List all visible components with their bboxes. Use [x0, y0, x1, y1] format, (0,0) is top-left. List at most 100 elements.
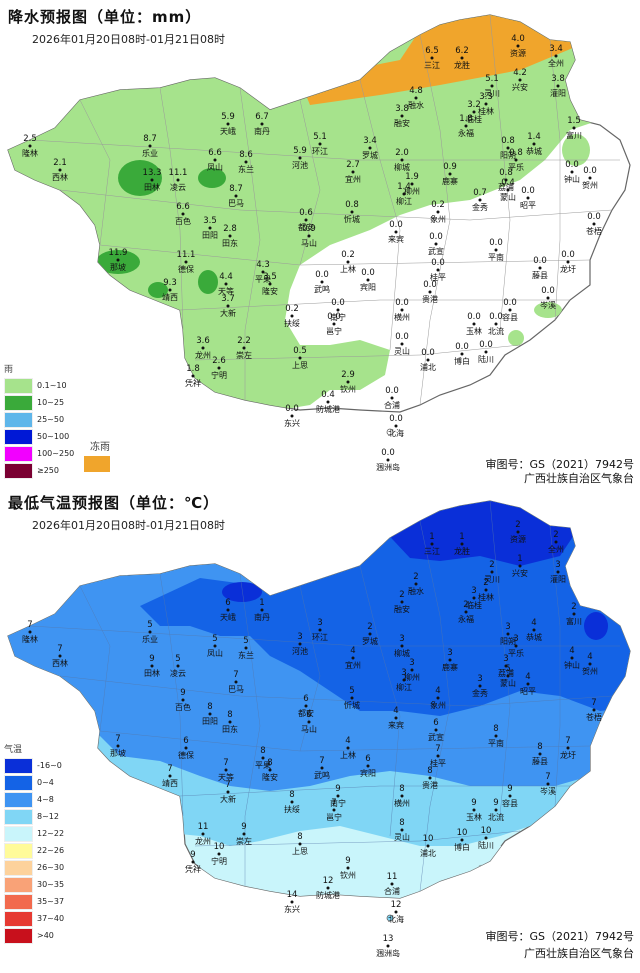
temp-station-value: 9 — [149, 654, 154, 664]
rain-station-name: 富川 — [566, 130, 582, 140]
temp-station: 2 永福 — [458, 600, 474, 624]
rain-station: 0.0 浦北 — [420, 348, 436, 372]
rain-station-name: 灌阳 — [550, 88, 566, 98]
temp-station-value: 2 — [489, 560, 494, 570]
rain-station-marker — [318, 142, 322, 146]
temp-station-value: 1 — [459, 532, 464, 542]
rain-station-name: 象州 — [430, 214, 446, 224]
temp-station-value: 8 — [537, 742, 542, 752]
temp-station: 6都安 — [298, 694, 314, 718]
temp-legend-item: 8~12 — [4, 808, 64, 825]
temp-station-marker — [526, 682, 530, 686]
rain-station-name: 忻城 — [344, 214, 360, 224]
temp-legend-item: >40 — [4, 927, 64, 944]
rain-legend-label: 100~250 — [37, 449, 75, 458]
temp-station: 4 宜州 — [345, 646, 361, 670]
temp-station-marker — [532, 628, 536, 632]
temp-station-name: 桂林 — [478, 592, 494, 602]
rain-station: 3.4 全州 — [548, 44, 564, 68]
rain-station-name: 百色 — [175, 216, 191, 226]
temp-station-value: 1 — [517, 554, 522, 564]
rain-station-name: 田阳 — [202, 231, 218, 240]
temp-station: 11 合浦 — [384, 872, 400, 896]
temp-station-marker — [490, 570, 494, 574]
rain-station: 3.3 桂林 — [478, 92, 494, 116]
temp-station-marker — [298, 842, 302, 846]
temp-station-marker — [226, 608, 230, 612]
temp-station: 2 桂林 — [478, 578, 494, 602]
temp-station: 13 涠洲岛 — [376, 934, 400, 958]
rain-station-name: 东兰 — [238, 164, 254, 174]
temp-station: 3 临桂 — [466, 586, 482, 610]
temp-station: 6 武宣 — [428, 718, 444, 742]
rain-station-name: 天等 — [218, 286, 234, 296]
temp-station-marker — [181, 698, 185, 702]
temp-station-marker — [213, 644, 217, 648]
temp-station-name: 博白 — [454, 842, 470, 852]
rain-station-name: 贵港 — [422, 294, 438, 304]
temp-station: 8 贵港 — [422, 766, 438, 790]
rain-station: 1.8 凭祥 — [185, 364, 201, 388]
temp-station-marker — [260, 608, 264, 612]
temp-station-name: 宾阳 — [360, 768, 376, 778]
temp-station-value: 3 — [471, 586, 476, 596]
rain-station-name: 蒙山 — [500, 192, 516, 202]
rain-station-name: 藤县 — [532, 270, 548, 280]
rain-station: 0.0南宁 — [330, 298, 346, 322]
rain-station-marker — [430, 56, 434, 60]
rain-legend-item: 25~50 — [4, 411, 74, 428]
temp-station: 3 环江 — [312, 618, 328, 642]
rain-station-name: 那坡 — [110, 262, 126, 272]
rain-station-name: 邕宁 — [326, 326, 342, 336]
temp-station-marker — [554, 540, 558, 544]
temp-station-marker — [394, 716, 398, 720]
temp-station-marker — [168, 774, 172, 778]
rain-station-name: 龙胜 — [454, 60, 470, 70]
temp-station-value: 3 — [297, 632, 302, 642]
rain-station-name: 凭祥 — [185, 378, 201, 388]
rain-station-name: 平乐 — [508, 162, 524, 172]
temp-station: 7 岑溪 — [540, 772, 556, 796]
temp-station: 8平果 — [255, 746, 271, 770]
temp-station: 5 凤山 — [207, 634, 223, 658]
temp-station-value: 3 — [513, 634, 518, 644]
rain-station: 0.8 平乐 — [508, 148, 524, 172]
rain-station: 6.7 南丹 — [254, 112, 270, 136]
temp-station-name: 防城港 — [316, 890, 340, 900]
rain-station-marker — [400, 342, 404, 346]
rain-station: 2.6 宁明 — [211, 356, 227, 380]
rain-station-value: 6.7 — [255, 112, 269, 122]
rain-station-marker — [506, 146, 510, 150]
rain-station: 6.6 凤山 — [207, 148, 223, 172]
rain-station: 0.7 金秀 — [472, 188, 488, 212]
temp-station-marker — [326, 886, 330, 890]
rain-station: 0.0 容县 — [502, 298, 518, 322]
temp-station-marker — [472, 808, 476, 812]
rain-station-marker — [400, 308, 404, 312]
temp-station-marker — [224, 768, 228, 772]
rain-station: 0.0 昭平 — [520, 186, 536, 210]
rain-legend-swatch — [4, 462, 33, 479]
temp-legend-label: >40 — [37, 931, 54, 940]
temp-station-name: 苍梧 — [586, 712, 602, 722]
rain-station-name: 西林 — [52, 172, 68, 182]
rain-station-value: 0.0 — [503, 298, 517, 308]
temp-station-value: 4 — [525, 672, 530, 682]
temp-station-value: 7 — [27, 620, 32, 630]
rain-station: 1.8 永福 — [458, 114, 474, 138]
temp-station-name: 柳城 — [394, 648, 410, 658]
rain-station-marker — [464, 124, 468, 128]
rain-station-name: 浦北 — [420, 362, 436, 372]
rain-station: 4.4 天等 — [218, 272, 234, 296]
temp-station-name: 巴马 — [228, 685, 244, 694]
rain-station-marker — [298, 356, 302, 360]
temp-station: 3 荔浦 — [498, 654, 514, 678]
temp-legend-swatch — [4, 808, 33, 825]
rain-station: 2.7 宜州 — [345, 160, 361, 184]
rain-station: 0.0 钟山 — [564, 160, 580, 184]
rain-station-marker — [228, 234, 232, 238]
rain-station: 8.6 东兰 — [238, 150, 254, 174]
temp-station-value: 2 — [463, 600, 468, 610]
rain-station: 3.8 融安 — [394, 104, 410, 128]
rain-map: 2.5 隆林 2.1 西林 8.7 乐业 5.9 天峨 6.7 南丹 13.3 田林 11.1 凌云 6.6… — [7, 14, 631, 472]
